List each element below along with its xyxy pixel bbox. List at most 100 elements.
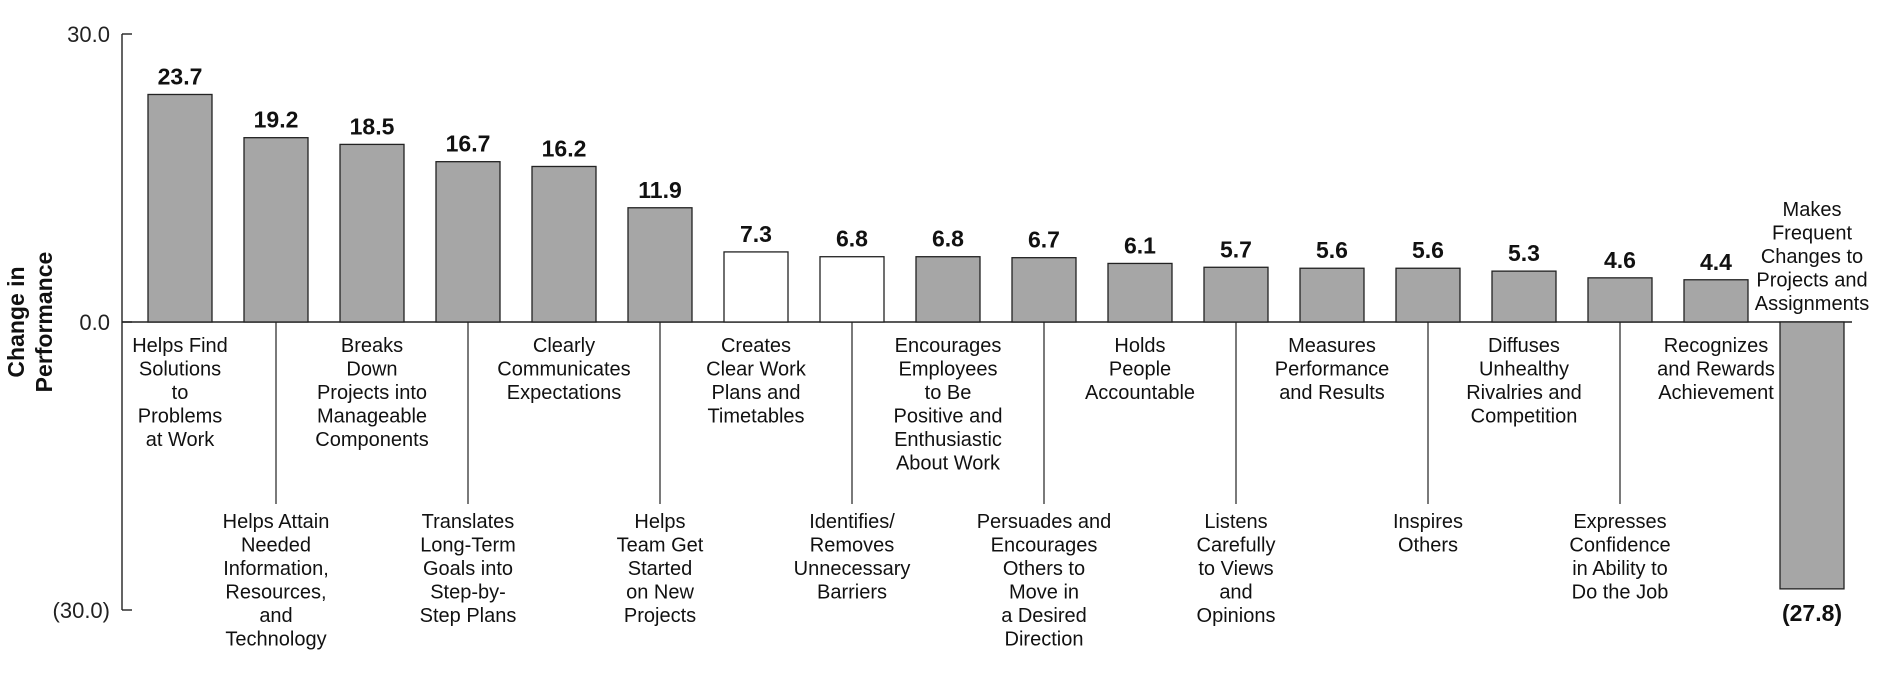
category-label-line: People [1109,359,1171,381]
bar [915,256,981,323]
category-label-line: Helps [634,511,685,533]
category-label-line: Enthusiastic [894,429,1002,451]
category-label-line: Unnecessary [794,558,911,580]
y-tick-label: 30.0 [67,22,110,47]
bar-value-label: 6.7 [1028,227,1060,253]
category-label-line: Opinions [1197,605,1276,627]
category-label-line: Expectations [507,382,622,404]
category-label-line: and Results [1279,382,1385,404]
bar [1587,277,1653,323]
category-label-line: to Be [925,382,972,404]
bar [1395,267,1461,323]
category-label-line: and [1219,582,1252,604]
category-label-line: at Work [146,429,216,451]
bar-value-label: 19.2 [254,107,299,133]
category-label-line: Translates [422,511,515,533]
category-label-line: Clear Work [706,359,807,381]
category-label-line: Barriers [817,582,887,604]
category-label-line: Expresses [1573,511,1666,533]
bar-category-label: Measures Performance and Results [1275,335,1390,404]
axis-layer: 30.0 0.0 (30.0) [53,22,1852,623]
category-label-line: Components [315,429,428,451]
category-label-line: Inspires [1393,511,1463,533]
category-label-line: Carefully [1197,535,1276,557]
bar [435,161,501,323]
category-label-line: Goals into [423,558,513,580]
category-label-line: Confidence [1569,535,1670,557]
bar-value-label: 6.8 [932,226,964,252]
category-label-line: Others to [1003,558,1085,580]
category-label-line: Needed [241,535,311,557]
bar-category-label: Creates Clear Work Plans and Timetables [706,335,807,428]
bar-value-label: 5.7 [1220,236,1252,262]
category-label-line: Manageable [317,406,427,428]
bar [531,165,597,323]
category-label-line: Helps Find [132,335,228,357]
category-label-line: Removes [810,535,894,557]
category-label-line: Rivalries and [1466,382,1582,404]
category-label-line: a Desired [1001,605,1087,627]
category-label-line: Encourages [895,335,1002,357]
category-label-line: Employees [899,359,998,381]
bar-category-label: Diffuses Unhealthy Rivalries and Competitio… [1466,335,1582,428]
bar-category-label: Encourages Employees to Be Positive and Enth… [894,335,1003,475]
bar [1299,267,1365,323]
bar-value-label: 11.9 [638,177,682,203]
bar-category-label: Breaks Down Projects into Manageable Compone… [315,335,428,451]
category-label-line: Encourages [991,535,1098,557]
category-label-line: Do the Job [1572,582,1669,604]
bar [1011,257,1077,323]
category-label-line: Accountable [1085,382,1195,404]
bar [627,207,693,323]
bar-category-label: Inspires Others [1393,511,1463,557]
bar-value-label: 4.6 [1604,247,1636,273]
category-label-line: Unhealthy [1479,359,1569,381]
category-label-line: Down [346,359,397,381]
bar-value-label: 23.7 [158,63,203,89]
y-axis-title-line: Change in [3,266,29,377]
category-label-line: Information, [223,558,329,580]
category-label-line: Measures [1288,335,1376,357]
category-label-line: to [172,382,189,404]
bar-category-label: Helps Attain Needed Information, Resources,… [223,511,330,651]
bar-value-label: 5.6 [1412,237,1444,263]
bar [339,143,405,323]
category-label-line: Competition [1471,406,1578,428]
bar [1203,266,1269,323]
category-label-line: Diffuses [1488,335,1560,357]
category-label-line: Projects and [1756,270,1867,292]
category-label-line: Step-by- [430,582,506,604]
category-label-line: Positive and [894,406,1003,428]
bar [723,251,789,323]
category-label-line: Communicates [497,359,630,381]
category-label-line: Started [628,558,692,580]
bar-value-label: (27.8) [1782,600,1842,626]
bar-category-label: Expresses Confidence in Ability to Do the J… [1569,511,1670,604]
bar-value-label: 5.3 [1508,240,1540,266]
category-label-line: Creates [721,335,791,357]
y-tick-label: 0.0 [79,310,110,335]
category-label-line: Clearly [533,335,595,357]
category-label-line: Move in [1009,582,1079,604]
category-label-line: Solutions [139,359,221,381]
category-label-line: Changes to [1761,246,1863,268]
bar-value-label: 4.4 [1700,249,1732,275]
category-label-line: and Rewards [1657,359,1775,381]
category-label-line: Recognizes [1664,335,1769,357]
bar-category-label: Helps Find Solutions to Problems at Work [132,335,228,451]
bar-value-label: 6.8 [836,226,868,252]
bar-value-label: 6.1 [1124,232,1156,258]
category-label-line: Performance [1275,359,1390,381]
bar-category-label: Holds People Accountable [1085,335,1195,404]
bar-category-label: Clearly Communicates Expectations [497,335,630,404]
category-label-line: Technology [225,629,326,651]
y-axis-title-text: Change inPerformance [3,252,57,393]
bar-value-label: 7.3 [740,221,772,247]
bar-category-label: Listens Carefully to Views and Opinions [1197,511,1276,627]
category-label-line: Listens [1204,511,1267,533]
category-label-line: Plans and [712,382,801,404]
bar [243,137,309,323]
category-label-line: on New [626,582,694,604]
bar-category-label: Helps Team Get Started on New Projects [617,511,704,627]
bar-category-label: Recognizes and Rewards Achievement [1657,335,1775,404]
